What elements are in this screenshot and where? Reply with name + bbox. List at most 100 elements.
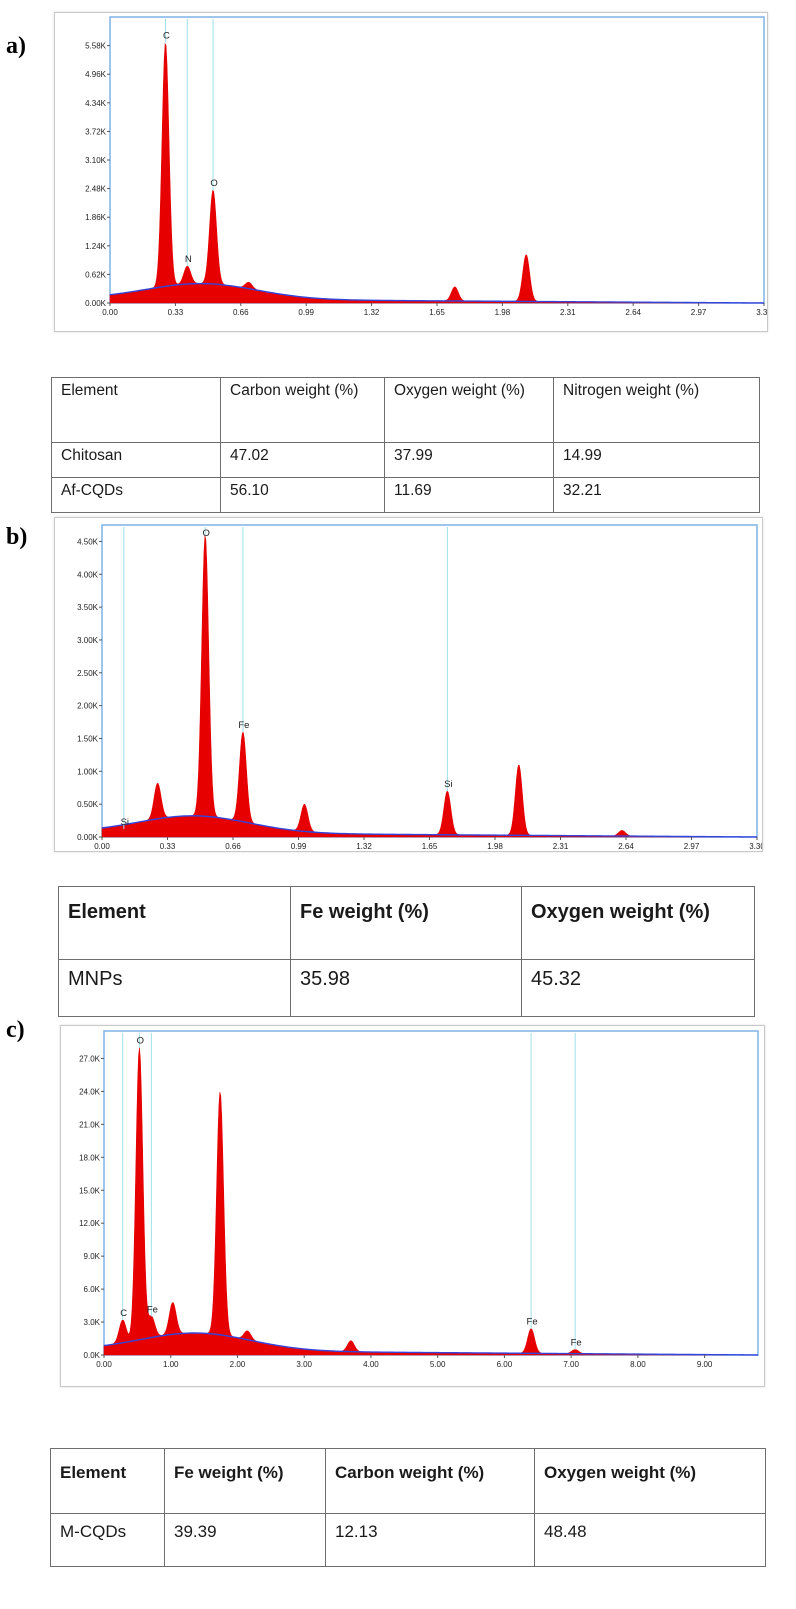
y-tick-label: 3.0K <box>84 1318 101 1327</box>
peak-label: Si <box>444 779 452 790</box>
background-curve <box>101 815 758 838</box>
table-header-cell: Fe weight (%) <box>164 1448 326 1514</box>
y-tick-label: 1.24K <box>85 242 107 251</box>
y-tick-label: 6.0K <box>84 1285 101 1294</box>
y-tick-label: 0.00K <box>85 299 107 308</box>
edx-spectrum-c-svg: 0.0K 3.0K 6.0K 9.0K 12.0K 15.0K 18.0K 21.0K 24.0… <box>79 1030 759 1369</box>
table-header-cell: Oxygen weight (%) <box>521 886 755 960</box>
y-tick-label: 4.00K <box>77 570 99 579</box>
background-curve <box>103 1332 759 1356</box>
edx-spectrum-mnps: 0.00K 0.50K 1.00K 1.50K 2.00K 2.50K 3.00K 3.50K… <box>54 517 763 852</box>
x-tick-label: 3.30 <box>756 308 768 317</box>
x-tick-label: 0.66 <box>225 842 241 851</box>
x-tick-label: 0.00 <box>94 842 110 851</box>
table-cell: 39.39 <box>164 1513 326 1567</box>
x-tick-label: 1.98 <box>487 842 503 851</box>
peak-label: C <box>163 30 170 41</box>
table-header-cell: Fe weight (%) <box>290 886 522 960</box>
edx-spectrum-m-cqds: 0.0K 3.0K 6.0K 9.0K 12.0K 15.0K 18.0K 21.0K 24.0… <box>60 1025 765 1387</box>
table-cell: 45.32 <box>521 959 755 1017</box>
composition-table-b: Element Fe weight (%) Oxygen weight (%) … <box>58 886 755 1017</box>
x-tick-label: 3.30 <box>749 842 763 851</box>
x-tick-label: 2.00 <box>230 1360 246 1369</box>
x-tick-label: 8.00 <box>630 1360 646 1369</box>
spectrum-area <box>101 535 758 838</box>
table-header-row: Element Fe weight (%) Carbon weight (%) … <box>50 1448 766 1514</box>
y-tick-label: 3.50K <box>77 603 99 612</box>
y-tick-label: 0.00K <box>77 833 99 842</box>
x-tick-label: 1.32 <box>364 308 380 317</box>
edx-spectrum-b-svg: 0.00K 0.50K 1.00K 1.50K 2.00K 2.50K 3.00K 3.50K… <box>77 524 763 851</box>
peak-label: Fe <box>527 1317 538 1328</box>
y-tick-label: 1.50K <box>77 734 99 743</box>
x-tick-label: 6.00 <box>497 1360 513 1369</box>
x-tick-label: 0.33 <box>160 842 176 851</box>
table-header-cell: Oxygen weight (%) <box>384 377 554 443</box>
x-tick-label: 2.64 <box>625 308 641 317</box>
y-tick-label: 3.10K <box>85 156 107 165</box>
peak-label: Fe <box>147 1305 158 1316</box>
table-cell: 48.48 <box>534 1513 766 1567</box>
x-tick-label: 2.64 <box>618 842 634 851</box>
x-tick-label: 1.00 <box>163 1360 179 1369</box>
x-tick-label: 2.97 <box>684 842 700 851</box>
table-header-cell: Nitrogen weight (%) <box>553 377 760 443</box>
table-cell: 47.02 <box>220 442 385 478</box>
x-tick-label: 0.00 <box>102 308 118 317</box>
peak-label: Fe <box>238 720 249 731</box>
y-tick-label: 18.0K <box>79 1153 101 1162</box>
y-tick-label: 5.58K <box>85 42 107 51</box>
y-tick-label: 2.50K <box>77 669 99 678</box>
table-cell: 14.99 <box>553 442 760 478</box>
table-header-cell: Oxygen weight (%) <box>534 1448 766 1514</box>
table-cell: Chitosan <box>51 442 221 478</box>
table-cell: 35.98 <box>290 959 522 1017</box>
peak-label: Si <box>121 817 129 828</box>
x-tick-label: 1.32 <box>356 842 372 851</box>
edx-spectrum-chitosan: 0.00K 0.62K 1.24K 1.86K 2.48K 3.10K 3.72K 4.34K… <box>54 12 768 332</box>
x-tick-label: 2.31 <box>553 842 569 851</box>
y-tick-label: 1.00K <box>77 767 99 776</box>
y-tick-label: 3.72K <box>85 127 107 136</box>
y-tick-label: 0.0K <box>84 1351 101 1360</box>
table-cell: MNPs <box>58 959 291 1017</box>
table-header-cell: Element <box>50 1448 165 1514</box>
x-tick-label: 2.97 <box>691 308 707 317</box>
table-header-cell: Carbon weight (%) <box>220 377 385 443</box>
y-tick-label: 4.50K <box>77 537 99 546</box>
table-cell: 32.21 <box>553 477 760 513</box>
spectrum-area <box>103 1047 759 1356</box>
x-tick-label: 0.99 <box>298 308 314 317</box>
y-tick-label: 0.62K <box>85 270 107 279</box>
x-tick-label: 0.99 <box>291 842 307 851</box>
x-tick-label: 0.00 <box>96 1360 112 1369</box>
table-cell: 37.99 <box>384 442 554 478</box>
table-header-row: Element Fe weight (%) Oxygen weight (%) <box>58 886 755 960</box>
table-row: M-CQDs 39.39 12.13 48.48 <box>50 1513 766 1567</box>
y-tick-label: 2.00K <box>77 702 99 711</box>
y-tick-label: 4.34K <box>85 99 107 108</box>
table-row: MNPs 35.98 45.32 <box>58 959 755 1017</box>
peak-label: C <box>120 1308 127 1319</box>
plot-area <box>103 1030 759 1356</box>
edx-spectrum-a-svg: 0.00K 0.62K 1.24K 1.86K 2.48K 3.10K 3.72K 4.34K… <box>85 16 768 317</box>
table-header-row: Element Carbon weight (%) Oxygen weight … <box>51 377 760 443</box>
y-tick-label: 15.0K <box>79 1186 101 1195</box>
peak-label: O <box>137 1035 144 1046</box>
peak-label: O <box>210 178 217 189</box>
x-tick-label: 1.65 <box>429 308 445 317</box>
x-tick-label: 1.98 <box>495 308 511 317</box>
x-tick-label: 2.31 <box>560 308 576 317</box>
y-tick-label: 21.0K <box>79 1120 101 1129</box>
table-header-cell: Element <box>51 377 221 443</box>
table-row: Af-CQDs 56.10 11.69 32.21 <box>51 477 760 513</box>
y-tick-label: 24.0K <box>79 1087 101 1096</box>
x-tick-label: 3.00 <box>296 1360 312 1369</box>
peak-label: Fe <box>571 1338 582 1349</box>
peak-label: O <box>203 528 210 539</box>
x-tick-label: 0.66 <box>233 308 249 317</box>
x-tick-label: 0.33 <box>168 308 184 317</box>
table-cell: Af-CQDs <box>51 477 221 513</box>
peak-label: N <box>185 254 192 265</box>
composition-table-a: Element Carbon weight (%) Oxygen weight … <box>51 377 760 513</box>
